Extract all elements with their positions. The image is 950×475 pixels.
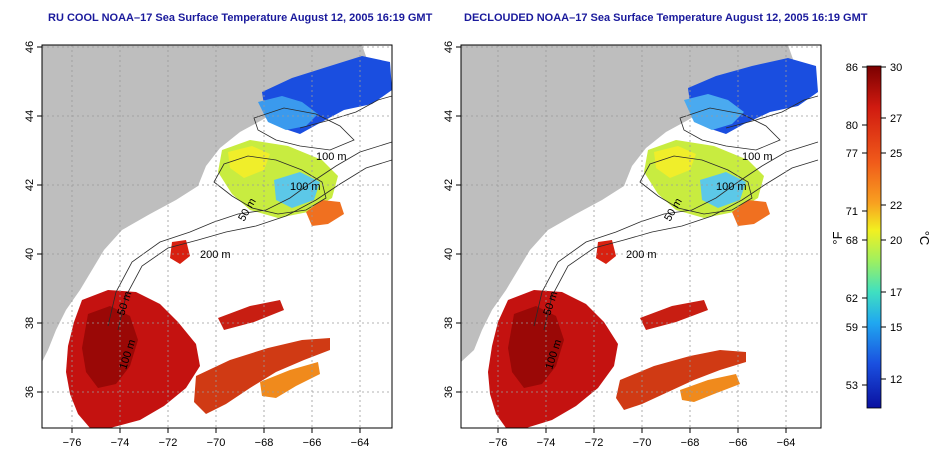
isobath-lines xyxy=(107,95,392,331)
left-map: 100 m 100 m 50 m 200 m 50 m 100 m −76 −7… xyxy=(24,41,393,449)
contour-label: 100 m xyxy=(716,181,747,193)
y-tick-label: 36 xyxy=(24,386,36,398)
x-tick-label: −76 xyxy=(489,437,508,449)
sst-gulf-of-maine-light xyxy=(684,94,744,130)
y-axis-labels: 46 44 42 40 38 36 xyxy=(443,41,455,398)
y-tick-label: 40 xyxy=(24,248,36,260)
fahrenheit-tick: 86 xyxy=(846,62,858,74)
axis-ticks xyxy=(37,46,361,433)
y-tick-label: 38 xyxy=(24,317,36,329)
celsius-tick: 27 xyxy=(890,113,902,125)
sst-georges-yellow xyxy=(228,146,270,178)
map-frame xyxy=(41,44,393,429)
celsius-tick: 30 xyxy=(890,62,902,74)
temperature-colorbar: 86 80 77 71 68 62 59 53 30 27 25 22 20 1… xyxy=(830,62,932,409)
isobath-lines xyxy=(533,95,819,331)
y-tick-label: 44 xyxy=(443,110,455,122)
contour-label: 100 m xyxy=(316,151,347,163)
fahrenheit-tick: 77 xyxy=(846,148,858,160)
x-tick-label: −64 xyxy=(777,437,796,449)
sst-eastern-orange xyxy=(680,374,740,402)
sst-georges-cool-core xyxy=(700,172,746,208)
sst-eastern-warm xyxy=(194,338,330,414)
fahrenheit-tick: 68 xyxy=(846,235,858,247)
x-axis-labels: −76 −74 −72 −70 −68 −66 −64 xyxy=(63,437,370,449)
celsius-tick: 20 xyxy=(890,235,902,247)
x-tick-label: −66 xyxy=(729,437,748,449)
y-tick-label: 46 xyxy=(443,41,455,53)
sst-mid-streak xyxy=(640,300,708,330)
x-tick-label: −70 xyxy=(207,437,226,449)
x-tick-label: −74 xyxy=(537,437,556,449)
contour-label: 200 m xyxy=(626,249,657,261)
celsius-tick: 15 xyxy=(890,322,902,334)
celsius-labels: 30 27 25 22 20 17 15 12 xyxy=(890,62,902,386)
fahrenheit-tick: 59 xyxy=(846,322,858,334)
right-panel-title: DECLOUDED NOAA–17 Sea Surface Temperatur… xyxy=(464,12,868,24)
celsius-tick: 25 xyxy=(890,148,902,160)
sst-shelf-edge-warm xyxy=(306,200,344,226)
celsius-tick: 17 xyxy=(890,287,902,299)
celsius-tick: 12 xyxy=(890,374,902,386)
land-sliver xyxy=(268,52,340,82)
map-frame xyxy=(460,44,822,429)
x-tick-label: −70 xyxy=(633,437,652,449)
lat-lon-grid xyxy=(42,45,392,428)
land-mass xyxy=(42,45,368,362)
celsius-unit-label: °C xyxy=(917,231,932,246)
y-tick-label: 38 xyxy=(443,317,455,329)
contour-label: 200 m xyxy=(200,249,231,261)
fahrenheit-tick: 62 xyxy=(846,293,858,305)
fahrenheit-tick: 80 xyxy=(846,120,858,132)
sst-mid-streak xyxy=(218,300,284,330)
fahrenheit-labels: 86 80 77 71 68 62 59 53 xyxy=(846,62,858,392)
y-axis-labels: 46 44 42 40 38 36 xyxy=(24,41,36,398)
sst-eastern-warm xyxy=(616,350,746,410)
y-tick-label: 46 xyxy=(24,41,36,53)
sst-southern-dark xyxy=(82,306,138,388)
sst-southern-dark xyxy=(508,306,564,388)
x-tick-label: −74 xyxy=(111,437,130,449)
y-tick-label: 44 xyxy=(24,110,36,122)
left-panel-title: RU COOL NOAA–17 Sea Surface Temperature … xyxy=(48,12,433,24)
x-axis-labels: −76 −74 −72 −70 −68 −66 −64 xyxy=(489,437,796,449)
x-tick-label: −68 xyxy=(255,437,274,449)
axis-ticks xyxy=(456,46,787,433)
land-sliver xyxy=(694,52,766,82)
x-tick-label: −72 xyxy=(585,437,604,449)
fahrenheit-tick: 53 xyxy=(846,380,858,392)
sst-eastern-orange xyxy=(260,362,320,398)
contour-label: 100 m xyxy=(290,181,321,193)
y-tick-label: 36 xyxy=(443,386,455,398)
x-tick-label: −72 xyxy=(159,437,178,449)
sst-gulf-of-maine-light xyxy=(258,96,318,130)
sst-georges-yellow xyxy=(654,146,696,178)
colorbar-gradient xyxy=(866,65,882,409)
celsius-tick: 22 xyxy=(890,200,902,212)
x-tick-label: −66 xyxy=(303,437,322,449)
contour-label: 100 m xyxy=(742,151,773,163)
land-mass xyxy=(461,45,794,362)
sst-shelf-edge-warm xyxy=(732,200,770,226)
y-tick-label: 40 xyxy=(443,248,455,260)
y-tick-label: 42 xyxy=(443,179,455,191)
sst-georges-cool-core xyxy=(274,172,320,208)
x-tick-label: −64 xyxy=(351,437,370,449)
fahrenheit-tick: 71 xyxy=(846,206,858,218)
y-tick-label: 42 xyxy=(24,179,36,191)
right-map: 100 m 100 m 50 m 200 m 50 m 100 m −76 −7… xyxy=(443,41,822,449)
x-tick-label: −68 xyxy=(681,437,700,449)
colorbar-ticks xyxy=(862,66,886,386)
lat-lon-grid xyxy=(461,45,821,428)
fahrenheit-unit-label: °F xyxy=(830,231,845,244)
x-tick-label: −76 xyxy=(63,437,82,449)
